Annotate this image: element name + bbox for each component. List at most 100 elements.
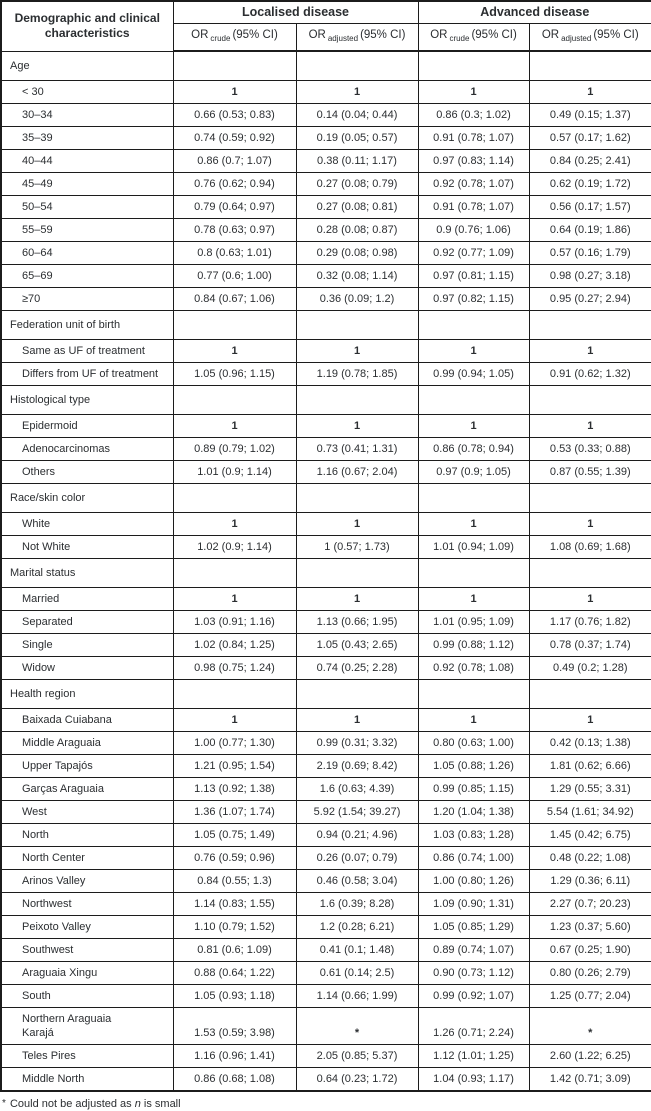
or-value-cell: 0.99 (0.85; 1.15) [417, 776, 530, 801]
ci-label: (95% CI) [593, 29, 639, 41]
or-label: OR [541, 29, 560, 41]
row-label: Northwest [0, 891, 174, 916]
or-value-cell: 0.80 (0.26; 2.79) [528, 960, 651, 985]
empty-cell [295, 482, 419, 513]
empty-cell [295, 309, 419, 340]
or-value-cell: 1.02 (0.9; 1.14) [172, 534, 297, 559]
or-value-cell: 1.02 (0.84; 1.25) [172, 632, 297, 657]
section-label: Race/skin color [0, 482, 174, 513]
row-label: 35–39 [0, 125, 174, 150]
or-value-cell: 0.74 (0.59; 0.92) [172, 125, 297, 150]
or-value-cell: 1 [295, 707, 419, 732]
section-row: Marital status [0, 557, 651, 588]
or-value-cell: 0.86 (0.78; 0.94) [417, 436, 530, 461]
or-value-cell: 0.57 (0.16; 1.79) [528, 240, 651, 265]
empty-cell [172, 482, 297, 513]
table-row: Married 1 1 1 1 [0, 586, 651, 611]
section-row: Race/skin color [0, 482, 651, 513]
or-value-cell: 0.86 (0.74; 1.00) [417, 845, 530, 870]
or-value-cell: 0.81 (0.6; 1.09) [172, 937, 297, 962]
or-value-cell: 1 [295, 511, 419, 536]
or-value-cell: 0.99 (0.88; 1.12) [417, 632, 530, 657]
or-value-cell: 1 [528, 707, 651, 732]
or-value-cell: 1.01 (0.9; 1.14) [172, 459, 297, 484]
or-value-cell: 1.6 (0.39; 8.28) [295, 891, 419, 916]
or-value-cell: 1.42 (0.71; 3.09) [528, 1066, 651, 1092]
section-label: Federation unit of birth [0, 309, 174, 340]
table-row: Northwest 1.14 (0.83; 1.55) 1.6 (0.39; 8.2… [0, 891, 651, 916]
row-label: Others [0, 459, 174, 484]
or-value-cell: 0.84 (0.67; 1.06) [172, 286, 297, 311]
or-value-cell: 1.13 (0.92; 1.38) [172, 776, 297, 801]
or-value-cell: 1.16 (0.67; 2.04) [295, 459, 419, 484]
row-label: South [0, 983, 174, 1008]
row-label: Widow [0, 655, 174, 680]
or-value-cell: 1 [528, 586, 651, 611]
empty-cell [417, 482, 530, 513]
table-row: 45–49 0.76 (0.62; 0.94) 0.27 (0.08; 0.79) 0… [0, 171, 651, 196]
row-label: < 30 [0, 79, 174, 104]
table-body: Age < 30 1 1 1 1 30–34 0.66 (0.53; 0.83) 0.14 (0… [0, 50, 651, 1092]
or-value-cell: 0.89 (0.74; 1.07) [417, 937, 530, 962]
row-label: Arinos Valley [0, 868, 174, 893]
or-value-cell: 0.78 (0.63; 0.97) [172, 217, 297, 242]
or-value-cell: 1.26 (0.71; 2.24) [417, 1006, 530, 1045]
or-value-cell: 0.48 (0.22; 1.08) [528, 845, 651, 870]
section-label: Marital status [0, 557, 174, 588]
or-value-cell: 0.42 (0.13; 1.38) [528, 730, 651, 755]
row-label: West [0, 799, 174, 824]
advanced-disease-header: Advanced disease [417, 0, 651, 24]
or-value-cell: 0.74 (0.25; 2.28) [295, 655, 419, 680]
or-value-cell: 0.32 (0.08; 1.14) [295, 263, 419, 288]
or-value-cell: 0.64 (0.23; 1.72) [295, 1066, 419, 1092]
or-value-cell: 0.53 (0.33; 0.88) [528, 436, 651, 461]
or-value-cell: 1.05 (0.93; 1.18) [172, 983, 297, 1008]
or-value-cell: 1 [528, 511, 651, 536]
or-value-cell: 1 (0.57; 1.73) [295, 534, 419, 559]
table-row: North 1.05 (0.75; 1.49) 0.94 (0.21; 4.96) 1… [0, 822, 651, 847]
header-group-row: Demographic and clinical characteristics… [0, 0, 651, 52]
or-value-cell: * [528, 1006, 651, 1045]
or-value-cell: 1.01 (0.95; 1.09) [417, 609, 530, 634]
table-row: Not White 1.02 (0.9; 1.14) 1 (0.57; 1.73) 1… [0, 534, 651, 559]
or-value-cell: 1.01 (0.94; 1.09) [417, 534, 530, 559]
row-label: Teles Pires [0, 1043, 174, 1068]
or-value-cell: 0.80 (0.63; 1.00) [417, 730, 530, 755]
or-value-cell: 1.36 (1.07; 1.74) [172, 799, 297, 824]
or-value-cell: 0.28 (0.08; 0.87) [295, 217, 419, 242]
section-label: Health region [0, 678, 174, 709]
or-value-cell: 1.03 (0.91; 1.16) [172, 609, 297, 634]
or-value-cell: 1 [295, 413, 419, 438]
or-value-cell: 0.57 (0.17; 1.62) [528, 125, 651, 150]
section-label: Histological type [0, 384, 174, 415]
or-value-cell: 0.97 (0.81; 1.15) [417, 263, 530, 288]
or-value-cell: 1 [528, 413, 651, 438]
or-value-cell: 1.00 (0.80; 1.26) [417, 868, 530, 893]
table-row: Southwest 0.81 (0.6; 1.09) 0.41 (0.1; 1.48… [0, 937, 651, 962]
or-value-cell: 0.98 (0.27; 3.18) [528, 263, 651, 288]
or-value-cell: 1 [417, 707, 530, 732]
or-value-cell: 1 [417, 79, 530, 104]
empty-cell [417, 557, 530, 588]
section-row: Health region [0, 678, 651, 709]
empty-cell [295, 678, 419, 709]
empty-cell [528, 384, 651, 415]
table-row: North Center 0.76 (0.59; 0.96) 0.26 (0.07;… [0, 845, 651, 870]
or-label: OR [430, 29, 448, 41]
or-value-cell: 0.84 (0.25; 2.41) [528, 148, 651, 173]
empty-cell [172, 50, 297, 81]
or-value-cell: 1 [295, 586, 419, 611]
or-value-cell: 0.86 (0.7; 1.07) [172, 148, 297, 173]
or-value-cell: 1 [295, 338, 419, 363]
table-row: 60–64 0.8 (0.63; 1.01) 0.29 (0.08; 0.98) 0.… [0, 240, 651, 265]
or-value-cell: 1.09 (0.90; 1.31) [417, 891, 530, 916]
or-value-cell: 1.45 (0.42; 6.75) [528, 822, 651, 847]
or-value-cell: 0.66 (0.53; 0.83) [172, 102, 297, 127]
table-row: ≥70 0.84 (0.67; 1.06) 0.36 (0.09; 1.2) 0.97… [0, 286, 651, 311]
or-value-cell: 0.76 (0.59; 0.96) [172, 845, 297, 870]
table-row: Baixada Cuiabana 1 1 1 1 [0, 707, 651, 732]
footnote-text-suffix: is small [140, 1097, 181, 1110]
row-label: Northern Araguaia Karajá [0, 1006, 174, 1045]
